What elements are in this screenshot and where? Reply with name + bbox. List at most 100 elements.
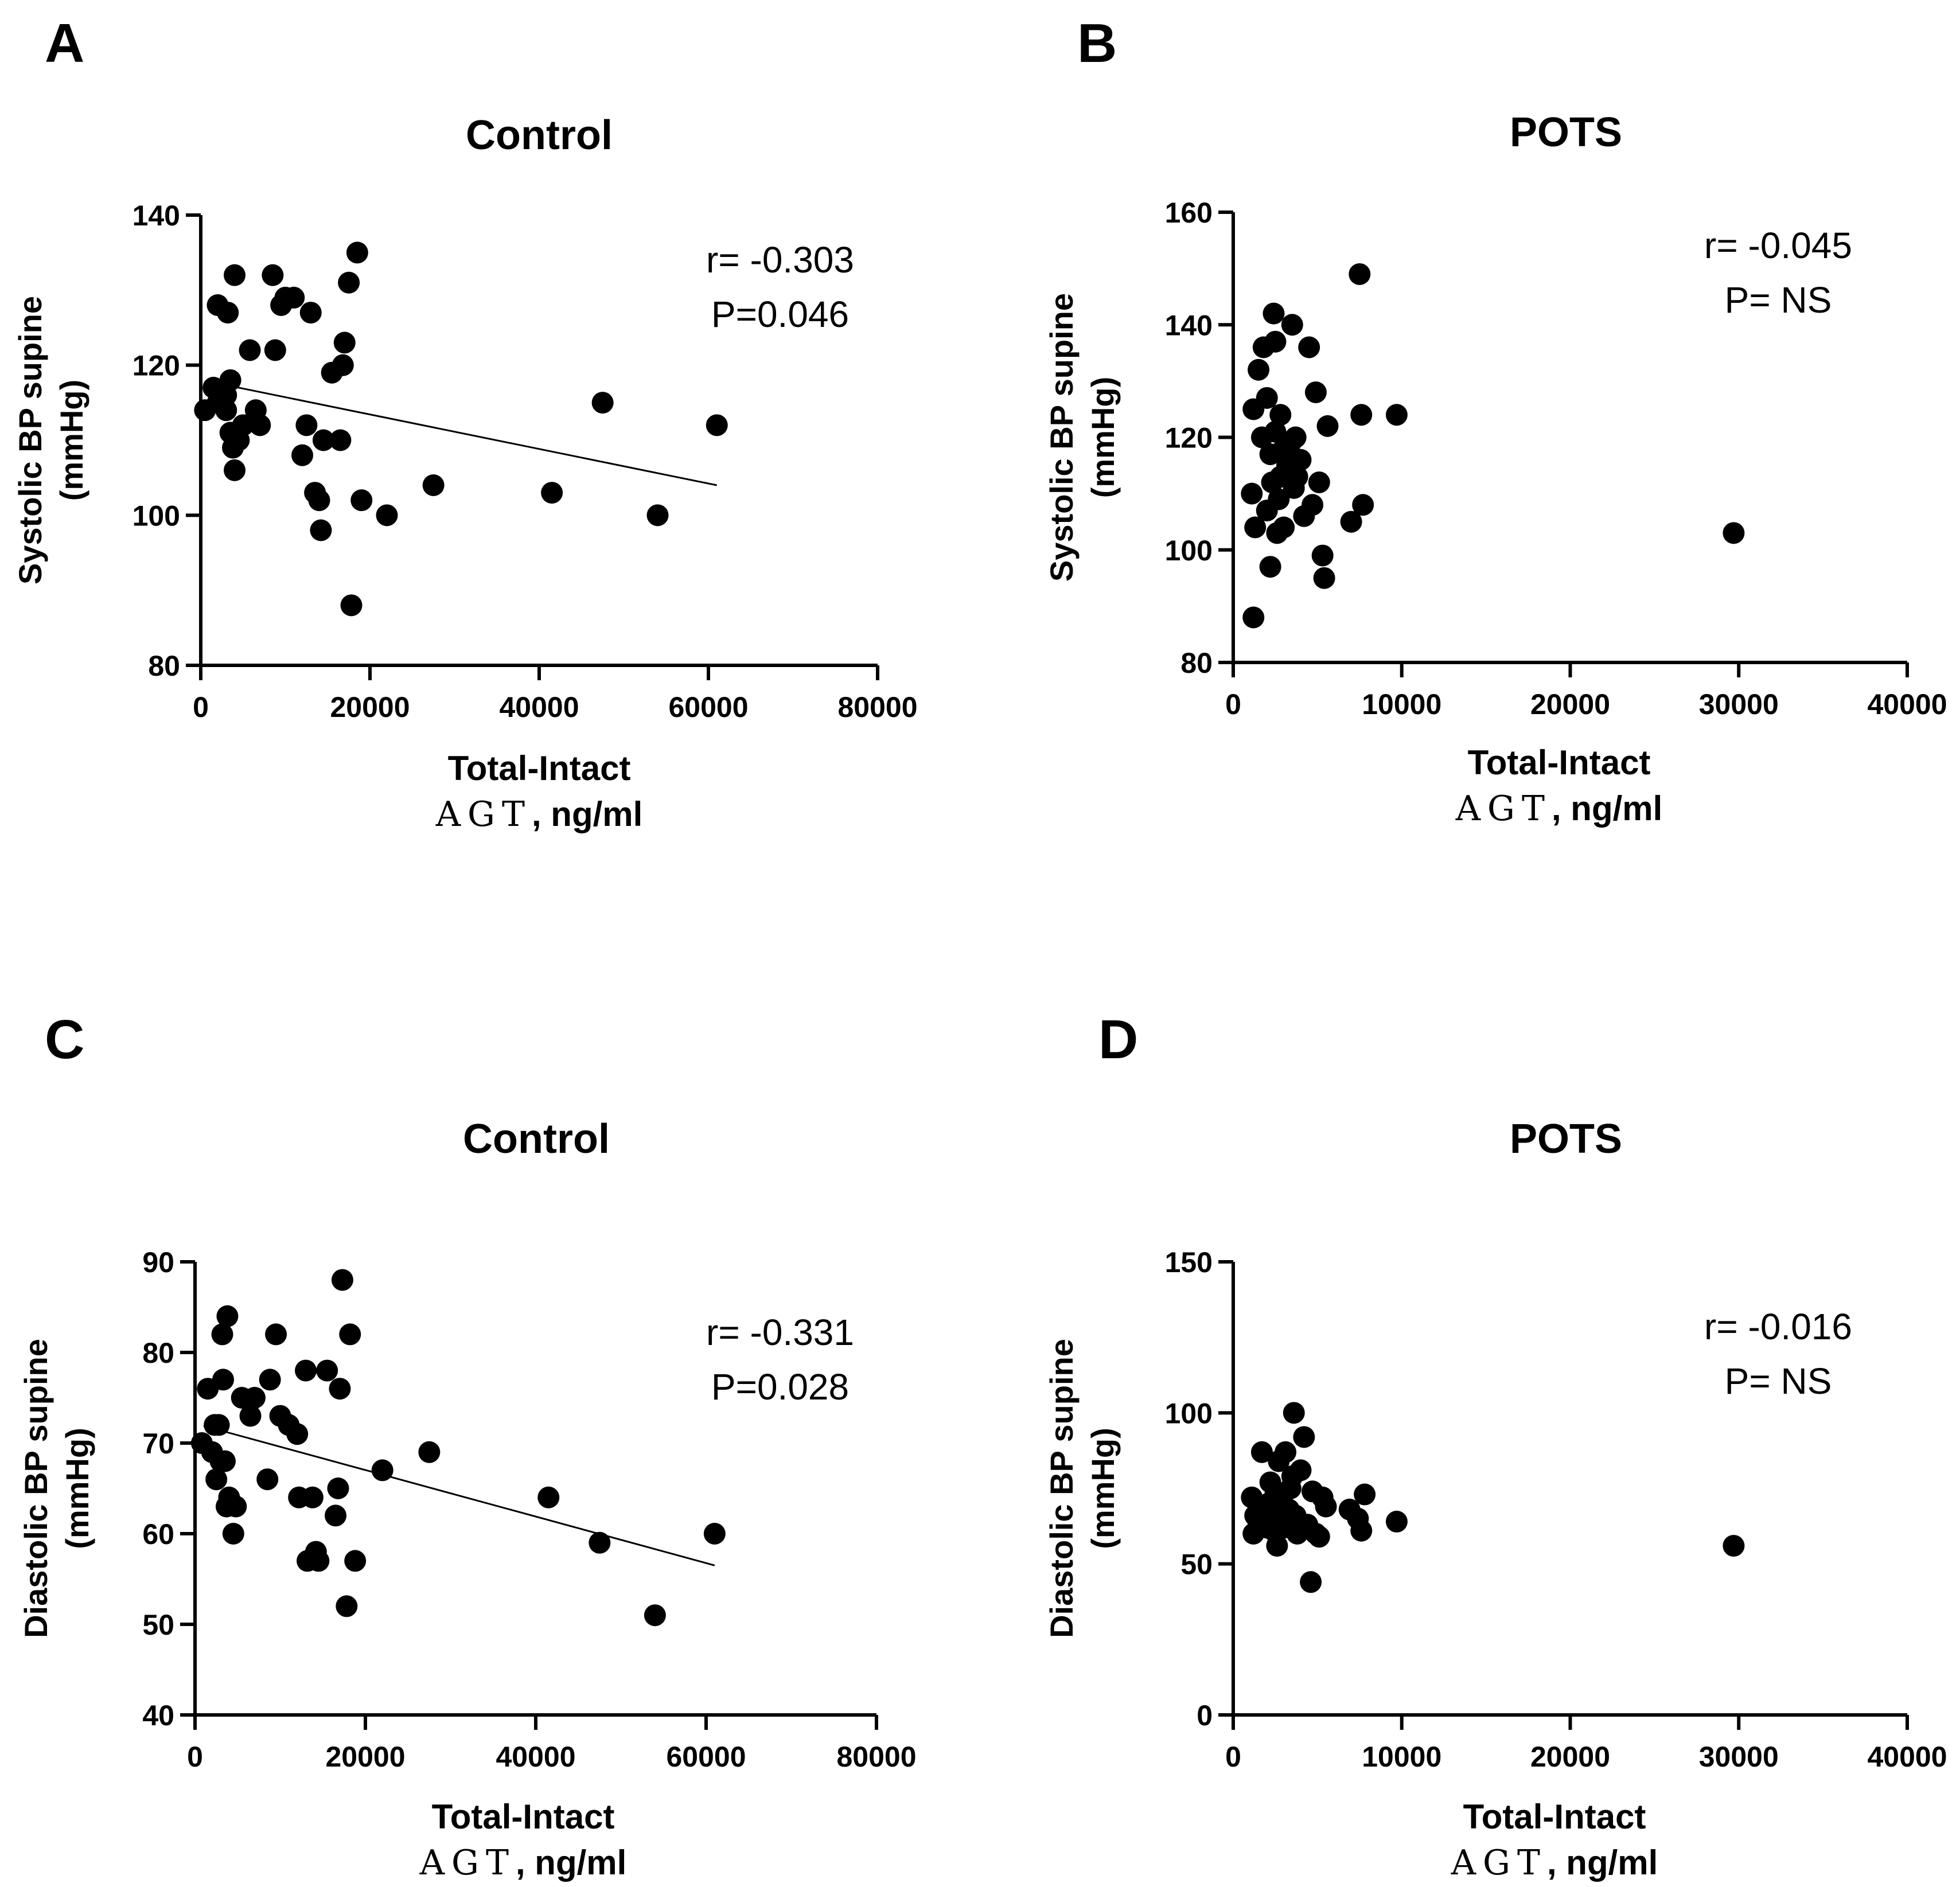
data-point <box>1286 466 1308 488</box>
x-tick-label: 10000 <box>1362 1741 1441 1773</box>
x-axis-label-line2: AGT, ng/ml <box>419 1843 627 1883</box>
data-point <box>232 414 254 436</box>
data-point <box>1283 1402 1305 1424</box>
data-point <box>644 1604 666 1627</box>
data-point <box>422 474 445 496</box>
data-point <box>308 489 330 512</box>
y-tick-label: 140 <box>1165 309 1213 341</box>
data-point <box>205 1468 228 1491</box>
panel-label: B <box>1077 13 1117 74</box>
data-point <box>339 1323 361 1346</box>
x-tick-label: 0 <box>187 1741 203 1773</box>
data-point <box>295 414 318 436</box>
x-tick-label: 0 <box>193 691 209 723</box>
stat-p: P= NS <box>1725 1360 1832 1402</box>
data-point <box>1352 494 1374 516</box>
data-point <box>1293 1426 1315 1448</box>
x-axis-unit-suffix: , ng/ml <box>1547 1843 1658 1882</box>
x-tick-label: 30000 <box>1699 688 1779 720</box>
data-point <box>264 339 286 361</box>
data-point <box>216 1305 239 1327</box>
data-point <box>1264 420 1287 443</box>
data-point <box>225 1495 247 1518</box>
data-point <box>350 489 373 512</box>
data-point <box>1275 1441 1297 1463</box>
y-axis-label-line2: (mmHg) <box>1085 377 1121 498</box>
data-point <box>295 1359 317 1382</box>
x-tick-label: 20000 <box>1530 1741 1610 1773</box>
x-axis-unit-suffix: , ng/ml <box>532 795 642 833</box>
data-point <box>286 1423 309 1445</box>
regression-line <box>203 1425 715 1566</box>
chart-title: POTS <box>1510 1116 1622 1162</box>
data-point <box>211 1323 233 1346</box>
data-point <box>1350 404 1373 426</box>
data-point <box>332 354 354 376</box>
data-point <box>371 1459 393 1481</box>
data-point <box>1241 482 1263 505</box>
chart-title: Control <box>463 1116 610 1162</box>
data-point <box>291 444 313 466</box>
x-tick-label: 60000 <box>666 1741 746 1773</box>
y-tick-label: 100 <box>1165 535 1213 567</box>
x-axis-label-line1: Total-Intact <box>432 1798 615 1836</box>
stat-r: r= -0.331 <box>706 1312 854 1353</box>
y-axis-label: Diastolic BP supine (mmHg) <box>18 1339 95 1638</box>
x-tick-label: 20000 <box>330 691 410 723</box>
y-axis-label-line2: (mmHg) <box>53 380 89 501</box>
panel-c: C Control 40 50 60 70 80 90 0 20000 40000 60000 8000… <box>18 1009 917 1883</box>
data-point <box>338 271 360 294</box>
data-point <box>1302 494 1324 516</box>
x-axis-unit-prefix: AGT <box>1455 789 1552 829</box>
data-point <box>333 332 356 354</box>
data-point <box>1269 404 1292 426</box>
regression-line <box>209 380 718 486</box>
data-point <box>224 264 246 286</box>
y-tick-label: 40 <box>142 1699 174 1732</box>
y-tick-label: 140 <box>133 200 180 232</box>
data-point <box>1289 449 1312 471</box>
data-point <box>1284 426 1307 449</box>
y-tick-label: 0 <box>1197 1699 1213 1732</box>
y-axis-label: Systolic BP supine (mmHg) <box>1043 293 1121 582</box>
data-point <box>1268 488 1290 510</box>
x-axis-unit-suffix: , ng/ml <box>516 1843 626 1882</box>
y-tick-label: 50 <box>142 1609 174 1641</box>
y-tick-label: 60 <box>142 1518 174 1550</box>
data-point <box>208 1414 230 1436</box>
data-point <box>265 1323 287 1346</box>
x-tick-label: 40000 <box>496 1741 575 1773</box>
data-point <box>327 1477 349 1499</box>
axes <box>199 215 878 667</box>
x-axis-unit-prefix: AGT <box>435 794 532 835</box>
data-point <box>1242 606 1265 629</box>
x-tick-label: 0 <box>1225 1741 1241 1773</box>
x-tick-label: 80000 <box>836 1741 916 1773</box>
data-point <box>215 399 237 422</box>
data-point <box>1350 1519 1373 1542</box>
y-axis-label: Systolic BP supine (mmHg) <box>12 296 89 584</box>
data-point <box>1256 387 1278 409</box>
panel-label: C <box>45 1009 84 1070</box>
x-tick-label: 0 <box>1225 688 1241 720</box>
data-point <box>376 504 398 527</box>
x-axis-unit-prefix: AGT <box>1451 1843 1547 1883</box>
data-point <box>346 241 368 264</box>
data-point <box>325 1504 347 1527</box>
data-point <box>340 594 363 617</box>
data-point <box>213 1450 236 1472</box>
x-axis-label-line1: Total-Intact <box>448 749 631 787</box>
y-axis-label-line1: Systolic BP supine <box>1043 293 1080 582</box>
data-point <box>307 1550 330 1572</box>
y-tick-label: 160 <box>1165 197 1213 229</box>
data-point <box>1259 556 1281 578</box>
data-point <box>1385 1510 1408 1533</box>
data-point <box>1289 1459 1312 1481</box>
data-point <box>418 1441 441 1463</box>
y-tick-label: 150 <box>1165 1246 1213 1278</box>
stat-r: r= -0.016 <box>1704 1306 1852 1347</box>
data-point <box>1298 336 1320 358</box>
data-point <box>1316 415 1339 437</box>
data-point <box>1311 544 1334 567</box>
x-axis-label-line1: Total-Intact <box>1468 743 1651 782</box>
